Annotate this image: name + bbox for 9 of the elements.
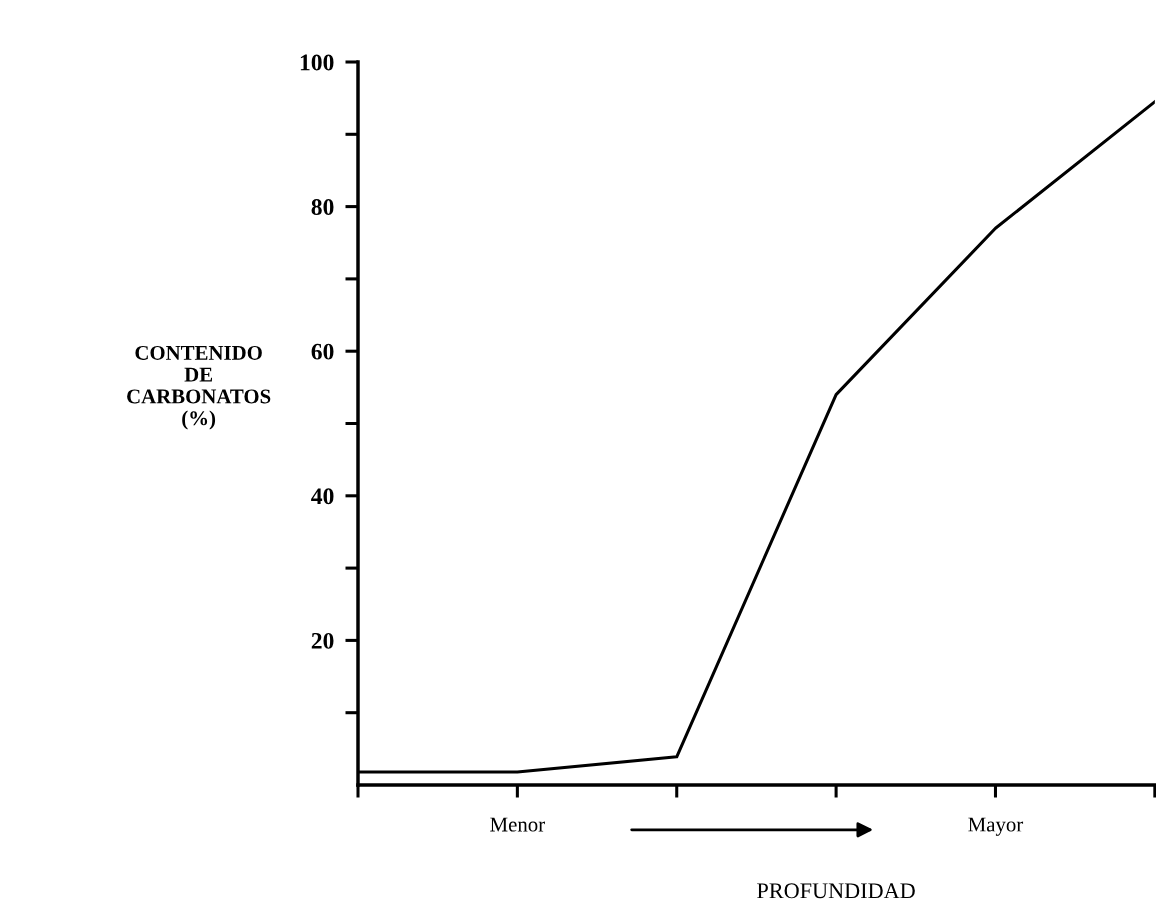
x-tick-label: Menor: [490, 817, 545, 832]
x-axis-title: PROFUNDIDAD: [757, 883, 915, 899]
y-tick-label: 40: [311, 488, 334, 505]
y-tick-label: 80: [311, 199, 334, 216]
y-tick-label: 60: [311, 343, 334, 360]
y-tick-label: 100: [300, 54, 334, 71]
y-tick-label: 20: [311, 632, 334, 649]
x-tick-label: Mayor: [968, 817, 1024, 836]
y-axis-title: CONTENIDO DE CARBONATOS (%): [127, 345, 271, 430]
